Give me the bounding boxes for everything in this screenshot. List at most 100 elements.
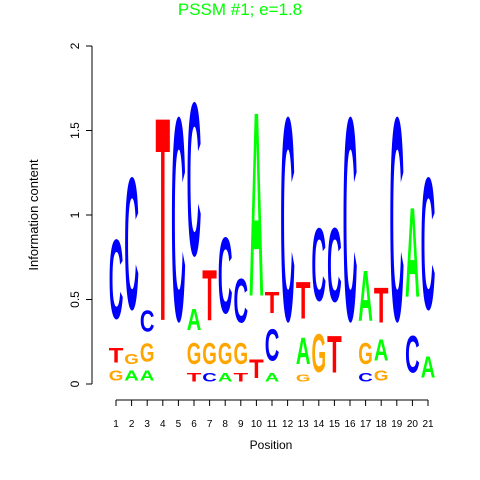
letter-group: C (421, 140, 436, 350)
logo-letter: T (327, 325, 342, 384)
logo-letter: G (296, 373, 311, 385)
logo-letter: A (421, 352, 436, 385)
letter-group: T (187, 371, 202, 384)
logo-letter: A (296, 331, 311, 372)
logo-letter: T (265, 285, 280, 319)
x-tick-label: 13 (298, 419, 310, 430)
y-tick-label: 0 (68, 380, 82, 387)
letter-group: A (421, 352, 436, 385)
letter-group: G (234, 337, 249, 371)
letter-group: T (327, 325, 342, 384)
logo-letter: A (140, 367, 155, 384)
x-tick-label: 17 (360, 419, 372, 430)
x-tick-label: 20 (407, 419, 419, 430)
logo-letter: T (187, 371, 202, 384)
x-tick-label: 12 (282, 419, 294, 430)
letter-group: T (109, 344, 124, 367)
y-tick-label: 2 (68, 42, 82, 49)
logo-letter: G (140, 339, 155, 368)
x-tick-label: 8 (222, 419, 228, 430)
letter-group: G (312, 323, 327, 384)
letter-group: T (296, 271, 311, 330)
logo-letter: C (343, 56, 358, 382)
logo-letter: A (358, 257, 373, 337)
letter-group: A (265, 370, 280, 384)
letter-group: C (140, 306, 155, 339)
letter-group: A (124, 367, 139, 384)
letter-group: C (187, 56, 202, 301)
letter-group: T (249, 355, 264, 385)
letter-group: G (124, 350, 139, 367)
logo-letter: T (249, 355, 264, 385)
letter-group: C (202, 370, 217, 384)
logo-letter: C (390, 56, 405, 382)
chart-title: PSSM #1; e=1.8 (178, 0, 302, 19)
letter-group: G (187, 337, 202, 371)
y-tick-label: 1 (68, 211, 82, 218)
x-tick-label: 16 (344, 419, 356, 430)
letter-group: C (218, 214, 233, 336)
logo-letter: G (234, 337, 249, 371)
x-tick-label: 18 (376, 419, 388, 430)
logo-letter: C (327, 207, 342, 325)
letter-group: T (234, 371, 249, 384)
letter-group: C (327, 207, 342, 325)
letter-group: C (405, 326, 420, 384)
logo-letter: C (218, 214, 233, 336)
logo-letter: G (374, 367, 389, 384)
logo-letter: T (374, 279, 389, 334)
y-tick-label: 0.5 (68, 291, 82, 308)
y-tick-label: 1.5 (68, 122, 82, 139)
x-tick-label: 10 (251, 419, 263, 430)
logo-letter: T (296, 271, 311, 330)
letter-group: T (156, 56, 171, 382)
logo-letter: T (234, 371, 249, 384)
logo-letter: A (249, 56, 264, 352)
x-tick-label: 5 (176, 419, 182, 430)
letter-group: C (234, 265, 249, 336)
letter-group: C (124, 140, 139, 350)
logo-letter: A (374, 335, 389, 368)
logo-letter: C (202, 370, 217, 384)
letter-group: G (109, 367, 124, 384)
x-tick-label: 2 (129, 419, 135, 430)
logo-letter: C (109, 217, 124, 344)
letter-group: C (390, 56, 405, 382)
logo-letter: C (265, 320, 280, 370)
logo-letter: G (358, 337, 373, 371)
letter-group: T (202, 256, 217, 337)
letter-group: A (405, 182, 420, 324)
letter-group: A (374, 335, 389, 368)
letter-group: A (187, 304, 202, 337)
letter-group: T (265, 285, 280, 319)
x-tick-label: 11 (267, 419, 278, 430)
letter-group: C (109, 217, 124, 344)
logo-letter: G (218, 337, 233, 371)
logo-letter: T (202, 256, 217, 337)
logo-letter: A (265, 370, 280, 384)
logo-letter: G (312, 323, 327, 384)
logo-letter: A (218, 370, 233, 384)
letter-group: G (140, 339, 155, 368)
logo-letter: C (187, 56, 202, 301)
logo-letter: A (124, 367, 139, 384)
letter-group: A (358, 257, 373, 337)
logo-letter: C (358, 370, 373, 384)
logo-letter: G (202, 337, 217, 371)
x-axis-label: Position (250, 438, 293, 452)
x-tick-label: 14 (313, 419, 325, 430)
letter-group: A (218, 370, 233, 384)
letter-group: G (374, 367, 389, 384)
logo-letter: C (405, 326, 420, 384)
x-tick-label: 4 (160, 419, 166, 430)
logo-letter: C (421, 140, 436, 350)
x-tick-label: 9 (238, 419, 244, 430)
letter-group: G (218, 337, 233, 371)
x-tick-label: 19 (391, 419, 403, 430)
letter-group: C (358, 370, 373, 384)
x-tick-label: 15 (329, 419, 341, 430)
x-tick-label: 3 (144, 419, 150, 430)
x-tick-label: 21 (422, 419, 434, 430)
